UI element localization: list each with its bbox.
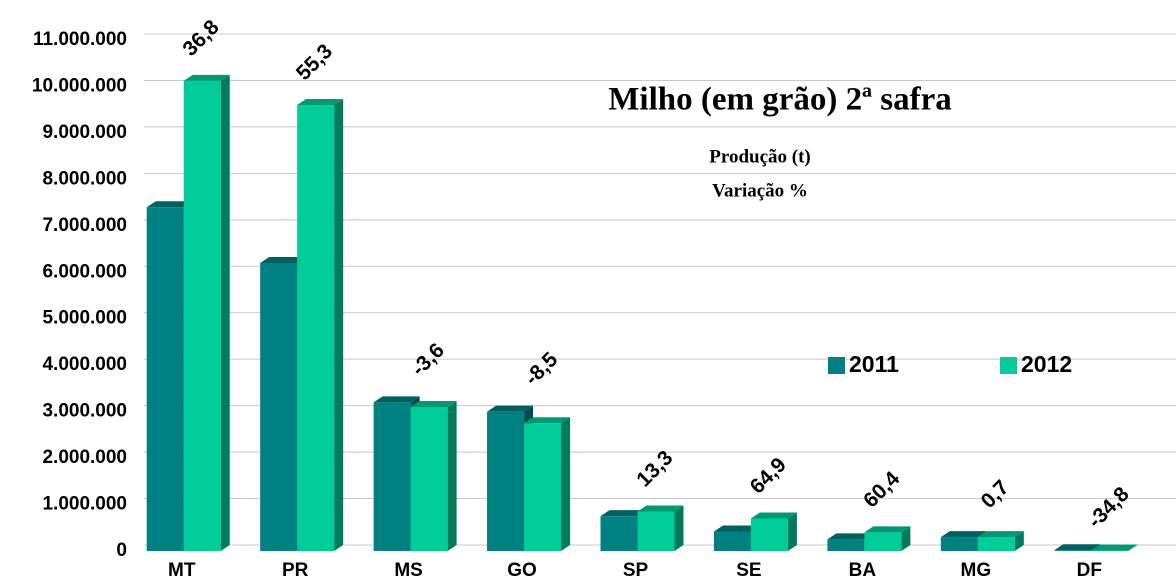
bar-top	[410, 400, 457, 407]
bar	[750, 518, 788, 551]
bar-top	[827, 533, 874, 540]
legend-swatch	[1000, 357, 1017, 374]
legend-label: 2011	[849, 351, 899, 377]
bar-top	[260, 256, 307, 263]
y-tick-label: 9.000.000	[42, 122, 127, 143]
annotation: 64,9	[746, 453, 791, 498]
x-tick-label: BA	[849, 560, 877, 580]
bar-top	[600, 510, 647, 517]
bar-side	[447, 400, 457, 551]
bar-side	[1128, 544, 1138, 551]
bar	[183, 80, 221, 551]
y-tick-label: 10.000.000	[32, 75, 127, 96]
bar	[1054, 550, 1092, 551]
bar-top	[750, 512, 797, 519]
bar	[297, 105, 335, 551]
bar	[410, 406, 448, 551]
bar-top	[1054, 544, 1101, 551]
bar-top	[1091, 544, 1138, 551]
annotation: 13,3	[632, 446, 677, 491]
x-tick-label: MG	[961, 560, 992, 580]
bar-side	[334, 99, 344, 551]
x-tick-label: MT	[168, 560, 196, 580]
chart-subtitle: Produção (t)	[709, 146, 811, 167]
x-tick-label: GO	[507, 560, 537, 580]
bar	[260, 262, 298, 551]
annotation: 60,4	[859, 467, 904, 512]
bar	[940, 537, 978, 551]
legend-label: 2012	[1021, 351, 1072, 377]
bar-side	[674, 505, 684, 551]
bar	[373, 402, 411, 551]
bar	[146, 207, 184, 551]
bar-side	[1014, 531, 1024, 551]
x-tick-label: PR	[282, 560, 309, 580]
bar-top	[297, 99, 344, 106]
bar-top	[487, 405, 534, 412]
y-tick-label: 11.000.000	[33, 29, 127, 50]
bar-top	[977, 531, 1024, 538]
x-tick-label: DF	[1077, 560, 1102, 580]
bar-side	[787, 512, 797, 551]
x-tick-label: SP	[623, 560, 649, 580]
annotation: 36,8	[178, 15, 223, 60]
bar	[637, 511, 675, 551]
y-tick-label: 7.000.000	[42, 215, 127, 236]
bar	[864, 532, 902, 551]
y-tick-label: 2.000.000	[42, 447, 127, 468]
bar-top	[524, 417, 571, 424]
bar	[600, 516, 638, 551]
bar	[713, 531, 751, 551]
y-tick-label: 8.000.000	[42, 168, 127, 189]
bar-top	[713, 525, 760, 532]
bar-side	[901, 526, 911, 551]
annotation: -3,6	[407, 339, 449, 381]
x-tick-label: MS	[394, 560, 423, 580]
bar-top	[146, 201, 193, 208]
bar	[524, 423, 562, 551]
bar-side	[561, 417, 571, 551]
y-tick-label: 3.000.000	[42, 401, 127, 422]
annotation-title: Variação %	[712, 180, 808, 201]
bar	[827, 539, 865, 551]
y-tick-label: 4.000.000	[42, 354, 127, 375]
bar	[977, 537, 1015, 551]
bar-side	[220, 74, 230, 551]
y-tick-label: 6.000.000	[42, 261, 127, 282]
annotation: 0,7	[977, 476, 1014, 513]
bar	[487, 411, 525, 551]
legend-swatch	[828, 357, 845, 374]
annotation: 55,3	[292, 40, 337, 85]
y-tick-label: 5.000.000	[42, 308, 127, 329]
annotation: -8,5	[520, 348, 562, 390]
bar-top	[940, 531, 987, 538]
chart-title: Milho (em grão) 2ª safra	[608, 82, 951, 118]
annotation: -34,8	[1084, 482, 1134, 532]
y-tick-label: 0	[116, 540, 127, 561]
bar-top	[183, 74, 230, 81]
bar-top	[637, 505, 684, 512]
bar-top	[864, 526, 911, 533]
y-tick-label: 1.000.000	[42, 494, 127, 515]
bar-top	[373, 396, 420, 403]
x-tick-label: SE	[736, 560, 761, 580]
